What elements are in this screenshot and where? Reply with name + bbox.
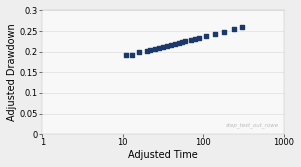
Point xyxy=(176,42,181,44)
Point xyxy=(156,46,161,49)
Point xyxy=(148,49,153,51)
Point xyxy=(231,28,236,31)
Point xyxy=(239,26,244,29)
Point xyxy=(197,36,202,39)
Point xyxy=(129,53,134,56)
Point xyxy=(204,35,209,37)
Point xyxy=(152,47,157,50)
Point xyxy=(165,45,170,47)
Point xyxy=(124,54,129,57)
Point xyxy=(183,40,188,43)
Point xyxy=(213,33,217,35)
Point xyxy=(193,38,198,40)
Point xyxy=(161,45,166,48)
Point xyxy=(173,42,178,45)
Point xyxy=(221,31,226,33)
Point xyxy=(137,51,141,54)
Point xyxy=(180,41,185,44)
Point xyxy=(144,49,149,52)
Point xyxy=(169,44,173,46)
Point xyxy=(188,39,193,41)
Text: step_test_out_rowe: step_test_out_rowe xyxy=(226,124,279,129)
Y-axis label: Adjusted Drawdown: Adjusted Drawdown xyxy=(7,23,17,121)
X-axis label: Adjusted Time: Adjusted Time xyxy=(128,150,198,160)
